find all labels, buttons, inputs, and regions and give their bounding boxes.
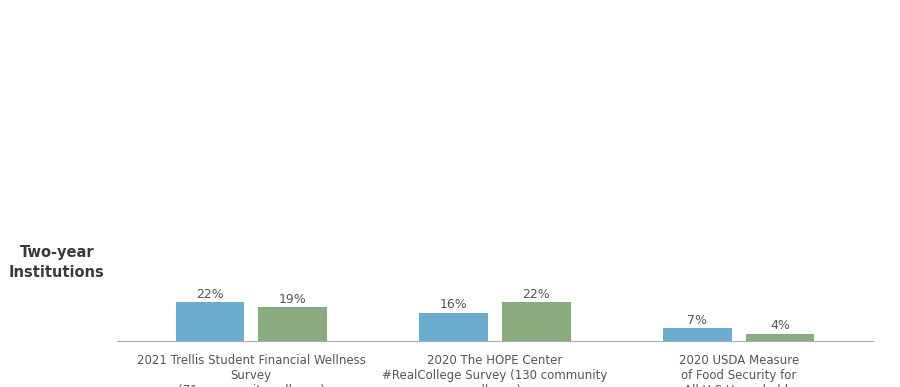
Bar [176, 302, 244, 341]
Bar [746, 334, 814, 341]
Text: 7%: 7% [688, 313, 707, 327]
Text: 22%: 22% [196, 288, 223, 300]
Bar [419, 313, 488, 341]
Text: 22%: 22% [523, 288, 550, 300]
Bar [502, 302, 571, 341]
Text: 19%: 19% [279, 293, 307, 306]
Text: Two-year
Institutions: Two-year Institutions [9, 245, 104, 279]
Text: 4%: 4% [770, 319, 790, 332]
Text: 16%: 16% [440, 298, 467, 311]
Bar [663, 328, 732, 341]
Bar [258, 307, 327, 341]
